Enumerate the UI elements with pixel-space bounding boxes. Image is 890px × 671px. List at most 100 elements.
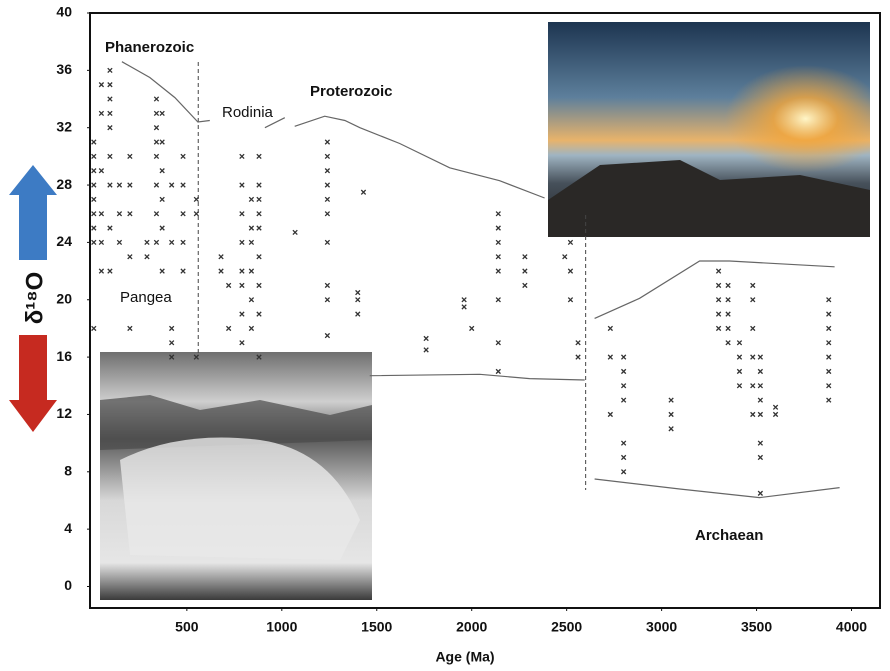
data-point (128, 326, 132, 330)
data-point (99, 82, 103, 86)
data-point (257, 312, 261, 316)
data-point (751, 283, 755, 287)
data-point (325, 283, 329, 287)
data-point (99, 212, 103, 216)
data-point (249, 240, 253, 244)
data-point (608, 355, 612, 359)
data-point (154, 111, 158, 115)
data-point (669, 398, 673, 402)
data-point (325, 298, 329, 302)
data-point (240, 269, 244, 273)
data-point (773, 412, 777, 416)
data-point (108, 269, 112, 273)
data-point (240, 212, 244, 216)
annotation: Pangea (120, 289, 172, 306)
data-point (92, 154, 96, 158)
data-point (751, 412, 755, 416)
envelope-line (595, 479, 840, 498)
data-point (240, 283, 244, 287)
data-point (758, 412, 762, 416)
data-point (621, 470, 625, 474)
data-point (325, 333, 329, 337)
y-tick-label: 24 (56, 233, 72, 249)
data-point (240, 312, 244, 316)
data-point (181, 183, 185, 187)
data-point (356, 298, 360, 302)
annotation: Archaean (695, 527, 763, 544)
data-point (523, 283, 527, 287)
data-point (257, 183, 261, 187)
data-point (145, 240, 149, 244)
y-tick-label: 16 (56, 348, 72, 364)
annotation: Phanerozoic (105, 39, 194, 56)
data-point (108, 154, 112, 158)
y-tick-label: 32 (56, 118, 72, 134)
data-point (92, 140, 96, 144)
annotation: Rodinia (222, 104, 274, 121)
data-point (568, 269, 572, 273)
data-point (325, 169, 329, 173)
data-point (669, 427, 673, 431)
glacier-photo (100, 352, 372, 600)
x-tick-label: 4000 (836, 619, 867, 635)
data-point (758, 369, 762, 373)
data-point (751, 384, 755, 388)
data-point (154, 125, 158, 129)
data-point (496, 369, 500, 373)
data-point (361, 190, 365, 194)
data-point (716, 283, 720, 287)
data-point (249, 197, 253, 201)
y-tick-label: 0 (64, 577, 72, 593)
data-point (523, 255, 527, 259)
x-tick-label: 3000 (646, 619, 677, 635)
y-tick-label: 28 (56, 176, 72, 192)
data-point (128, 255, 132, 259)
data-point (257, 154, 261, 158)
data-point (226, 326, 230, 330)
data-point (726, 341, 730, 345)
data-point (621, 369, 625, 373)
data-point (325, 140, 329, 144)
data-point (181, 212, 185, 216)
data-point (325, 154, 329, 158)
data-point (751, 298, 755, 302)
data-point (160, 226, 164, 230)
y-tick-label: 36 (56, 61, 72, 77)
data-point (608, 326, 612, 330)
data-point (621, 384, 625, 388)
data-point (108, 97, 112, 101)
data-point (160, 269, 164, 273)
data-point (726, 283, 730, 287)
y-tick-label: 12 (56, 405, 72, 421)
data-point (758, 398, 762, 402)
annotation: Proterozoic (310, 83, 393, 100)
data-point (154, 212, 158, 216)
data-point (219, 255, 223, 259)
y-tick-label: 40 (56, 4, 72, 20)
x-tick-label: 500 (175, 619, 199, 635)
data-point (249, 298, 253, 302)
x-tick-label: 1000 (266, 619, 297, 635)
data-point (293, 230, 297, 234)
data-point (257, 226, 261, 230)
data-point (160, 169, 164, 173)
data-point (92, 197, 96, 201)
data-point (108, 82, 112, 86)
data-point (496, 212, 500, 216)
data-point (827, 369, 831, 373)
data-point (325, 212, 329, 216)
data-point (827, 355, 831, 359)
data-point (751, 355, 755, 359)
data-point (169, 183, 173, 187)
data-point (160, 140, 164, 144)
envelope-line (370, 374, 585, 380)
data-point (160, 197, 164, 201)
data-point (249, 269, 253, 273)
x-axis-label: Age (Ma) (435, 649, 494, 665)
data-point (92, 212, 96, 216)
data-point (128, 212, 132, 216)
data-point (154, 240, 158, 244)
y-tick-label: 8 (64, 462, 72, 478)
data-point (92, 169, 96, 173)
data-point (758, 384, 762, 388)
